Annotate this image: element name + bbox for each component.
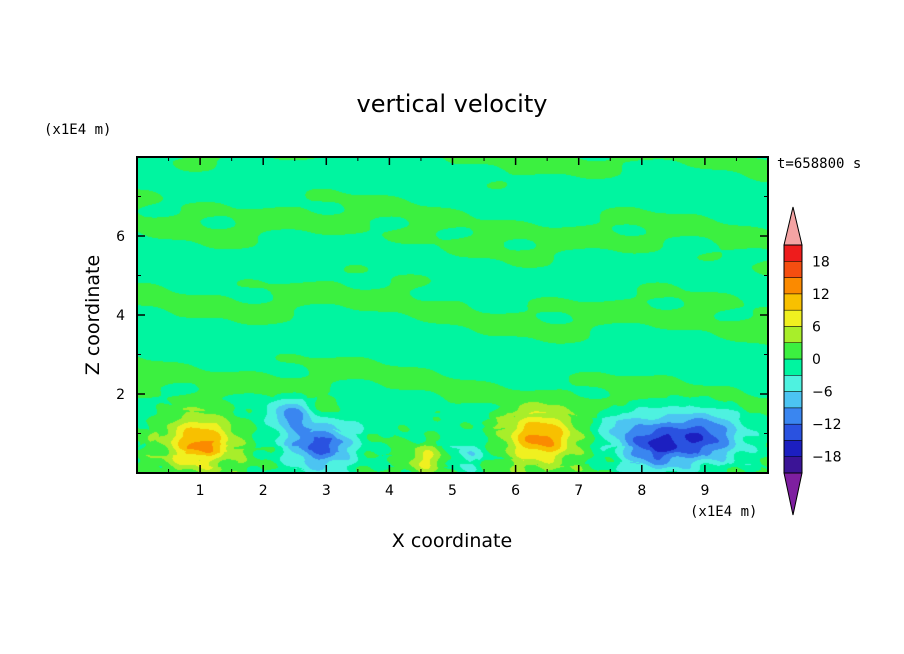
colorbar-box <box>783 277 803 295</box>
colorbar-extend-min <box>783 472 803 516</box>
y-axis: 2 4 6 <box>116 196 768 434</box>
x-axis: 1 2 3 4 5 6 7 8 9 <box>168 157 737 499</box>
colorbar-box <box>783 261 803 278</box>
y-tick-label: 4 <box>116 308 125 324</box>
contour-plot <box>136 156 769 474</box>
colorbar-label: −18 <box>812 450 842 466</box>
colorbar-extend-max <box>783 206 803 246</box>
colorbar-label: −6 <box>812 385 833 401</box>
colorbar-box <box>783 244 803 262</box>
y-tick-label: 6 <box>116 229 125 245</box>
x-axis-label: X coordinate <box>392 530 512 552</box>
x-tick-label: 9 <box>700 483 709 499</box>
velocity-field <box>137 157 768 473</box>
colorbar-label: 18 <box>812 254 830 270</box>
chart-title: vertical velocity <box>357 90 548 118</box>
colorbar-box <box>783 456 803 474</box>
x-unit-label: (x1E4 m) <box>690 504 757 520</box>
x-tick-label: 5 <box>448 483 457 499</box>
time-label: t=658800 s <box>777 156 861 172</box>
x-tick-label: 8 <box>637 483 646 499</box>
colorbar-box <box>783 423 803 441</box>
x-tick-label: 4 <box>385 483 394 499</box>
colorbar-label: 0 <box>812 352 821 368</box>
colorbar-box <box>783 375 803 392</box>
x-tick-label: 1 <box>196 483 205 499</box>
colorbar-label: 6 <box>812 319 821 335</box>
colorbar-frame <box>783 244 803 474</box>
colorbar-box <box>783 391 803 409</box>
colorbar-label: 12 <box>812 287 830 303</box>
y-unit-label: (x1E4 m) <box>44 122 111 138</box>
colorbar-box <box>783 326 803 343</box>
colorbar: −18 −12 −6 0 6 12 18 <box>783 206 842 516</box>
x-tick-label: 7 <box>574 483 583 499</box>
y-tick-label: 2 <box>116 387 125 403</box>
y-axis-label: Z coordinate <box>82 255 104 375</box>
colorbar-label: −12 <box>812 417 842 433</box>
x-tick-label: 3 <box>322 483 331 499</box>
colorbar-box <box>783 293 803 311</box>
colorbar-box <box>783 342 803 360</box>
x-tick-label: 6 <box>511 483 520 499</box>
x-tick-label: 2 <box>259 483 268 499</box>
colorbar-box <box>783 358 803 376</box>
colorbar-box <box>783 407 803 425</box>
colorbar-box <box>783 309 803 327</box>
colorbar-box <box>783 440 803 457</box>
